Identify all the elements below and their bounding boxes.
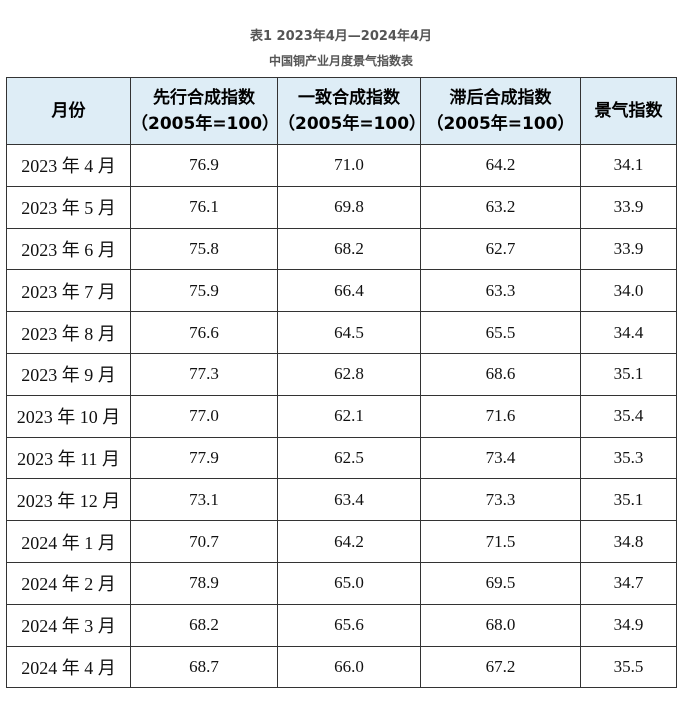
header-text: （2005年=100） [426,114,575,134]
table-row: 2023 年 9 月 77.3 62.8 68.6 35.1 [6,352,677,396]
table-title: 表1 2023年4月—2024年4月 [249,29,433,44]
value-cell: 73.4 [420,436,581,480]
value-cell: 33.9 [580,185,677,229]
value-cell: 66.0 [277,645,421,689]
month-cell: 2024 年 4 月 [6,645,131,689]
header-text: 月份 [51,101,86,121]
month-cell: 2023 年 8 月 [6,311,131,354]
header-text: 先行合成指数 [153,88,255,108]
value-cell: 68.6 [420,352,581,396]
header-text: 景气指数 [594,101,663,121]
header-text: 滞后合成指数 [449,88,552,108]
table-row: 2023 年 12 月 73.1 63.4 73.3 35.1 [6,478,677,522]
value-cell: 35.4 [580,394,677,438]
header-text: （2005年=100） [278,114,427,134]
month-cell: 2023 年 12 月 [6,478,131,522]
value-cell: 35.3 [580,436,677,480]
value-cell: 66.4 [277,269,421,313]
table-body: 2023 年 4 月 76.9 71.0 64.2 34.1 2023 年 5 月 76.1… [6,144,677,689]
value-cell: 63.4 [277,478,421,522]
month-cell: 2023 年 9 月 [6,352,131,396]
table-row: 2024 年 3 月 68.2 65.6 68.0 34.9 [6,603,677,647]
value-cell: 64.5 [277,311,421,354]
value-cell: 34.4 [580,311,677,354]
table-subtitle: 中国铜产业月度景气指数表 [268,54,413,68]
value-cell: 73.3 [420,478,581,522]
value-cell: 35.1 [580,478,677,522]
month-cell: 2023 年 4 月 [6,144,131,187]
header-text: 一致合成指数 [298,88,400,108]
value-cell: 34.7 [580,561,677,605]
value-cell: 69.5 [420,561,581,605]
table-row: 2023 年 6 月 75.8 68.2 62.7 33.9 [6,227,677,271]
value-cell: 34.1 [580,144,677,187]
table: 月份 先行合成指数 （2005年=100） 一致合成指数 （2005年=100） 滞后合成… [6,77,677,689]
header-row: 月份 先行合成指数 （2005年=100） 一致合成指数 （2005年=100） 滞后合成… [6,77,677,145]
value-cell: 70.7 [130,520,278,563]
value-cell: 65.5 [420,311,581,354]
value-cell: 71.5 [420,520,581,563]
table-row: 2023 年 4 月 76.9 71.0 64.2 34.1 [6,144,677,187]
value-cell: 68.0 [420,603,581,647]
header-cell: 一致合成指数 （2005年=100） [277,77,427,145]
table-row: 2024 年 4 月 68.7 66.0 67.2 35.5 [6,645,677,689]
value-cell: 63.2 [420,185,581,229]
value-cell: 76.6 [130,311,278,354]
value-cell: 67.2 [420,645,581,689]
value-cell: 77.3 [130,352,278,396]
month-cell: 2023 年 6 月 [6,227,131,271]
value-cell: 64.2 [420,144,581,187]
table-row: 2023 年 7 月 75.9 66.4 63.3 34.0 [6,269,677,313]
month-cell: 2023 年 7 月 [6,269,131,313]
value-cell: 65.6 [277,603,421,647]
value-cell: 73.1 [130,478,278,522]
month-cell: 2023 年 11 月 [6,436,131,480]
value-cell: 75.9 [130,269,278,313]
month-cell: 2023 年 5 月 [6,185,131,229]
value-cell: 69.8 [277,185,421,229]
value-cell: 33.9 [580,227,677,271]
month-cell: 2024 年 1 月 [6,520,131,563]
value-cell: 68.7 [130,645,278,689]
value-cell: 76.9 [130,144,278,187]
value-cell: 77.9 [130,436,278,480]
value-cell: 35.5 [580,645,677,689]
table-row: 2023 年 8 月 76.6 64.5 65.5 34.4 [6,311,677,354]
value-cell: 71.0 [277,144,421,187]
table-row: 2023 年 10 月 77.0 62.1 71.6 35.4 [6,394,677,438]
header-cell: 景气指数 [580,77,677,145]
value-cell: 78.9 [130,561,278,605]
value-cell: 77.0 [130,394,278,438]
table-row: 2023 年 11 月 77.9 62.5 73.4 35.3 [6,436,677,480]
month-cell: 2023 年 10 月 [6,394,131,438]
value-cell: 62.5 [277,436,421,480]
value-cell: 76.1 [130,185,278,229]
header-text: （2005年=100） [131,114,280,134]
value-cell: 64.2 [277,520,421,563]
value-cell: 34.8 [580,520,677,563]
value-cell: 71.6 [420,394,581,438]
value-cell: 34.0 [580,269,677,313]
value-cell: 34.9 [580,603,677,647]
header-cell: 滞后合成指数 （2005年=100） [420,77,581,145]
value-cell: 35.1 [580,352,677,396]
table-row: 2024 年 1 月 70.7 64.2 71.5 34.8 [6,520,677,563]
value-cell: 75.8 [130,227,278,271]
month-cell: 2024 年 2 月 [6,561,131,605]
value-cell: 65.0 [277,561,421,605]
table-row: 2023 年 5 月 76.1 69.8 63.2 33.9 [6,185,677,229]
value-cell: 62.8 [277,352,421,396]
header-cell: 月份 [6,77,131,145]
table-row: 2024 年 2 月 78.9 65.0 69.5 34.7 [6,561,677,605]
value-cell: 68.2 [130,603,278,647]
value-cell: 62.1 [277,394,421,438]
header-cell: 先行合成指数 （2005年=100） [130,77,280,145]
value-cell: 62.7 [420,227,581,271]
value-cell: 63.3 [420,269,581,313]
month-cell: 2024 年 3 月 [6,603,131,647]
value-cell: 68.2 [277,227,421,271]
